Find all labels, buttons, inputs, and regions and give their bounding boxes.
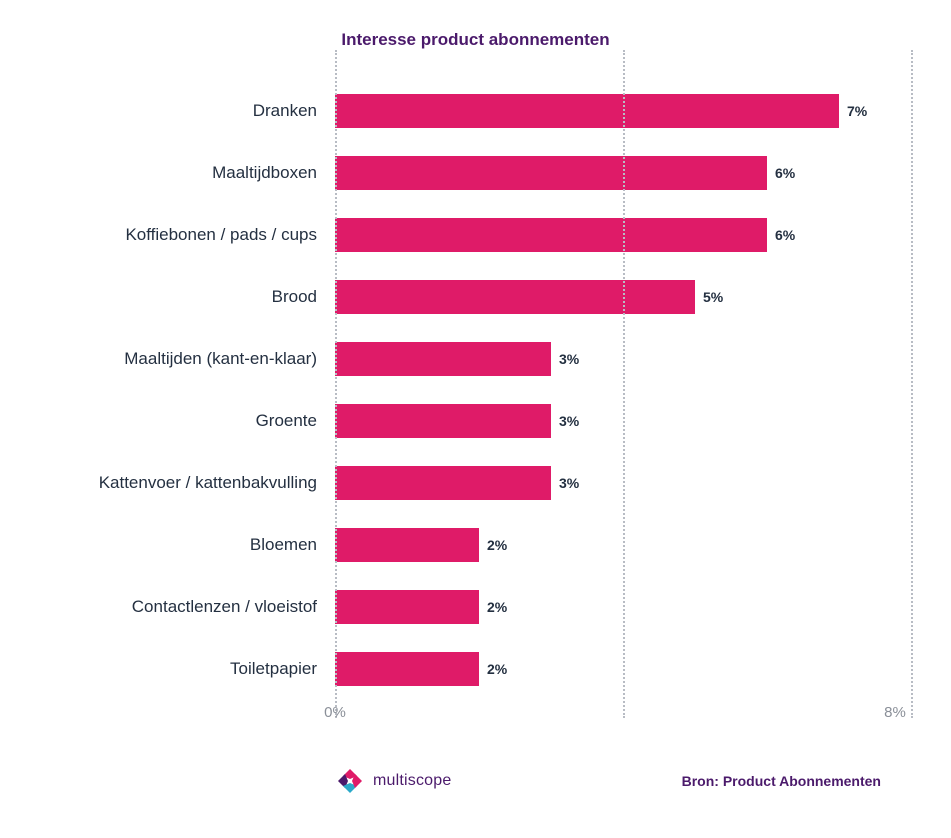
category-label: Kattenvoer / kattenbakvulling [40, 452, 335, 514]
bar [335, 342, 551, 376]
x-tick-label: 0% [324, 704, 346, 721]
category-label: Koffiebonen / pads / cups [40, 204, 335, 266]
y-axis-labels: DrankenMaaltijdboxenKoffiebonen / pads /… [40, 80, 335, 700]
bar [335, 404, 551, 438]
bar-value-label: 3% [559, 475, 579, 491]
bar [335, 528, 479, 562]
brand-logo-icon [335, 766, 365, 796]
bar-value-label: 7% [847, 103, 867, 119]
plot-area: DrankenMaaltijdboxenKoffiebonen / pads /… [40, 80, 911, 700]
category-label: Toiletpapier [40, 638, 335, 700]
bar-value-label: 6% [775, 227, 795, 243]
bars-area: 7% 6% 6% 5% 3% 3% 3% 2% 2% 2% [335, 80, 911, 700]
bar-value-label: 5% [703, 289, 723, 305]
bar [335, 280, 695, 314]
category-label: Bloemen [40, 514, 335, 576]
gridline [911, 50, 913, 718]
chart-footer: multiscope Bron: Product Abonnementen [40, 766, 911, 796]
x-tick-label: 8% [884, 704, 906, 721]
source-label: Bron: Product Abonnementen [682, 773, 881, 789]
chart-container: Interesse product abonnementen DrankenMa… [0, 0, 951, 838]
gridline [335, 50, 337, 718]
bar-value-label: 6% [775, 165, 795, 181]
bar [335, 652, 479, 686]
category-label: Contactlenzen / vloeistof [40, 576, 335, 638]
bar [335, 156, 767, 190]
x-axis-ticks: 0%8% [335, 704, 895, 730]
brand: multiscope [335, 766, 451, 796]
category-label: Groente [40, 390, 335, 452]
bar-value-label: 2% [487, 599, 507, 615]
bar-value-label: 3% [559, 413, 579, 429]
bar-value-label: 2% [487, 661, 507, 677]
category-label: Maaltijdboxen [40, 142, 335, 204]
bar-value-label: 3% [559, 351, 579, 367]
category-label: Brood [40, 266, 335, 328]
category-label: Maaltijden (kant-en-klaar) [40, 328, 335, 390]
category-label: Dranken [40, 80, 335, 142]
bar [335, 94, 839, 128]
chart-title: Interesse product abonnementen [40, 20, 911, 50]
bar [335, 218, 767, 252]
bar [335, 590, 479, 624]
brand-name: multiscope [373, 772, 451, 790]
bar [335, 466, 551, 500]
bar-value-label: 2% [487, 537, 507, 553]
gridline [623, 50, 625, 718]
